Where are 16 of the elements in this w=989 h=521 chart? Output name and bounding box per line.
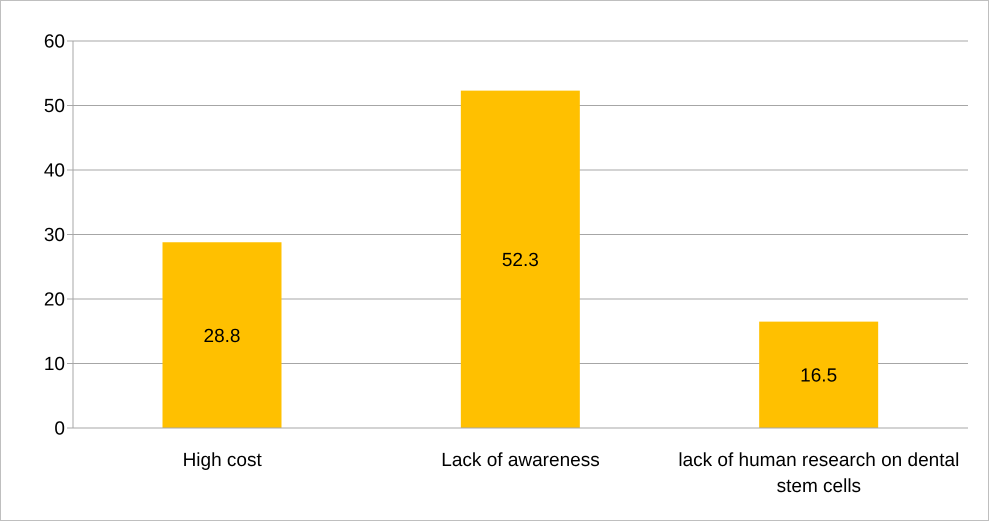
y-tick-label: 60 <box>44 32 65 53</box>
data-label: 52.3 <box>502 250 539 272</box>
y-tick-label: 40 <box>44 160 65 182</box>
bar <box>759 322 878 428</box>
y-tick-label: 10 <box>44 354 65 376</box>
data-label: 16.5 <box>800 366 838 387</box>
y-tick-label: 20 <box>44 290 65 311</box>
x-tick-label: lack of human research on dental stem cells <box>678 450 960 497</box>
data-label: 28.8 <box>204 326 240 347</box>
x-tick-label: High cost <box>182 450 262 471</box>
y-tick-label: 30 <box>44 225 65 246</box>
x-tick-label: Lack of awareness <box>441 450 600 471</box>
bar <box>162 242 282 428</box>
bar <box>460 90 580 428</box>
y-tick-label: 0 <box>54 418 65 440</box>
y-tick-label: 50 <box>44 96 65 118</box>
